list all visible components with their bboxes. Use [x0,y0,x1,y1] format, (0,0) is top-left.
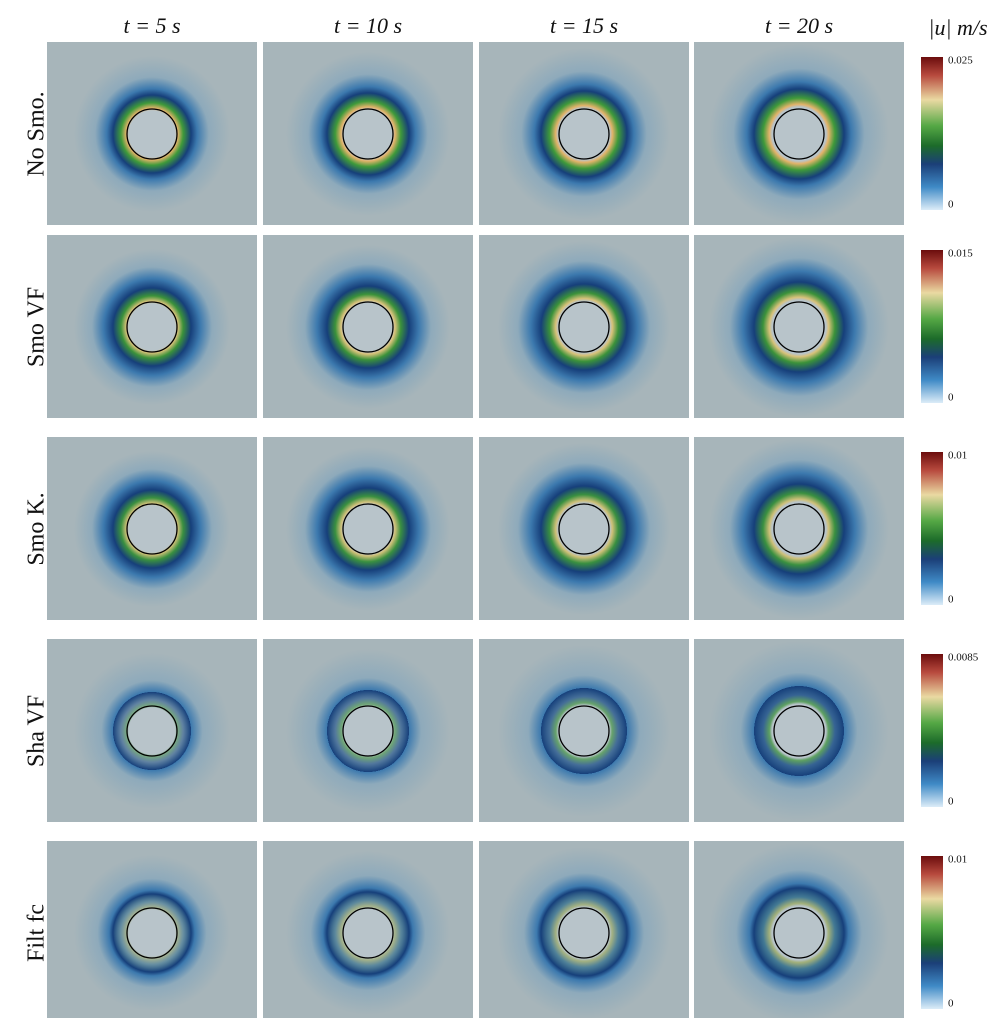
row-label: No Smo. [24,91,50,176]
velocity-field [498,645,670,817]
colorbar-max: 0.01 [948,854,967,866]
colorbar-min: 0 [948,594,954,606]
row-label: Smo K. [24,492,50,565]
unit-header: |u| m/s [928,15,987,40]
colorbar-max: 0.025 [948,55,973,67]
colorbar-min: 0 [948,998,954,1010]
velocity-field [709,843,889,1018]
velocity-field [74,56,230,212]
column-header: t = 5 s [123,13,180,38]
row-label: Smo VF [24,287,50,367]
figure: t = 5 s t = 10 s t = 15 s t = 20 s |u| m/s No… [0,0,998,1018]
velocity-field [709,641,889,821]
velocity-field [709,44,889,224]
colorbar-max: 0.015 [948,248,973,260]
column-header: t = 20 s [765,13,833,38]
colorbar-min: 0 [948,796,954,808]
velocity-field [498,847,670,1018]
colorbar [921,57,943,210]
velocity-field [74,451,230,607]
velocity-field [498,48,670,220]
velocity-field [498,241,670,413]
velocity-field [498,443,670,615]
velocity-field [286,52,450,216]
column-header: t = 10 s [334,13,402,38]
row-label: Sha VF [24,695,50,767]
velocity-field [286,245,450,409]
colorbar [921,856,943,1009]
colorbar [921,654,943,807]
velocity-field [286,447,450,611]
velocity-field [709,237,889,417]
colorbar-max: 0.0085 [948,652,979,664]
velocity-field [74,249,230,405]
colorbar-max: 0.01 [948,450,967,462]
velocity-field [286,649,450,813]
velocity-field [286,851,450,1015]
velocity-field [74,855,230,1011]
velocity-field [74,653,230,809]
velocity-field [709,439,889,619]
colorbar [921,452,943,605]
colorbar-min: 0 [948,199,954,211]
row-label: Filt fc [24,904,50,962]
colorbar [921,250,943,403]
colorbar-min: 0 [948,392,954,404]
column-header: t = 15 s [550,13,618,38]
